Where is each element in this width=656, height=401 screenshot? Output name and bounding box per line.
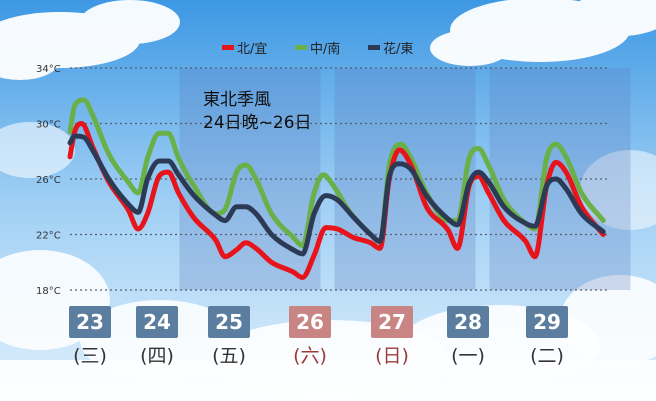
weekday-label: (四) bbox=[140, 345, 174, 367]
date-box-25: 25 bbox=[208, 306, 250, 338]
legend-swatch bbox=[368, 45, 380, 50]
date-box-29: 29 bbox=[526, 306, 568, 338]
series-line-1 bbox=[67, 97, 606, 249]
weekday-label: (三) bbox=[73, 345, 107, 367]
legend-swatch bbox=[295, 45, 307, 50]
y-tick-label: 26°C bbox=[36, 175, 61, 186]
y-tick-label: 34°C bbox=[36, 64, 61, 75]
legend-label: 北/宜 bbox=[237, 42, 267, 57]
date-box-24: 24 bbox=[136, 306, 178, 338]
y-tick-label: 30°C bbox=[36, 120, 61, 131]
annotation-line-2: 24日晚~26日 bbox=[203, 113, 312, 133]
northeast-monsoon-note: 東北季風 24日晚~26日 bbox=[203, 89, 312, 135]
annotation-line-1: 東北季風 bbox=[203, 90, 271, 110]
weekday-label: (一) bbox=[451, 345, 485, 367]
legend-label: 中/南 bbox=[310, 41, 340, 57]
date-box-28: 28 bbox=[447, 306, 489, 338]
legend-swatch bbox=[222, 45, 234, 50]
weekday-label: (六) bbox=[293, 345, 327, 367]
legend-label: 花/東 bbox=[383, 41, 413, 57]
weekday-label: (日) bbox=[375, 345, 409, 367]
weekday-label: (五) bbox=[212, 345, 246, 367]
date-box-26: 26 bbox=[289, 306, 331, 338]
series-line-2 bbox=[67, 133, 606, 257]
y-tick-label: 22°C bbox=[36, 231, 61, 242]
date-box-23: 23 bbox=[69, 306, 111, 338]
y-tick-label: 18°C bbox=[36, 286, 61, 297]
weekday-label: (二) bbox=[530, 345, 564, 367]
legend: 北/宜 中/南 花/東 bbox=[222, 41, 413, 57]
date-box-27: 27 bbox=[371, 306, 413, 338]
series-line-0 bbox=[67, 121, 606, 280]
